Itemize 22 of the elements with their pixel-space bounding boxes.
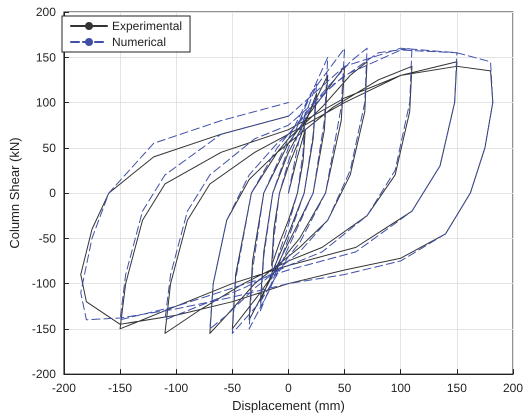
x-tick-label: -100 bbox=[164, 381, 189, 396]
y-tick-label: 150 bbox=[36, 50, 56, 64]
y-tick-label: 50 bbox=[42, 140, 56, 155]
y-tick-label: 100 bbox=[36, 96, 56, 110]
x-tick-label: 200 bbox=[502, 381, 524, 396]
x-tick-label: -50 bbox=[224, 381, 242, 396]
y-tick-label: -200 bbox=[32, 367, 56, 382]
x-axis-title: Displacement (mm) bbox=[232, 398, 345, 413]
y-tick-label: -100 bbox=[32, 276, 56, 291]
x-tick-label: 150 bbox=[446, 381, 468, 396]
x-tick-label: 0 bbox=[285, 381, 292, 396]
legend-label: Numerical bbox=[112, 35, 166, 49]
x-tick-label: 50 bbox=[338, 381, 352, 396]
x-tick-label: -200 bbox=[52, 381, 76, 396]
y-tick-label: 0 bbox=[49, 186, 56, 200]
y-tick-label: 200 bbox=[36, 5, 56, 19]
y-tick-label: -50 bbox=[38, 231, 56, 246]
y-axis-title: Column Shear (kN) bbox=[7, 137, 22, 249]
legend-label: Experimental bbox=[112, 19, 182, 33]
y-tick-label: -150 bbox=[32, 322, 56, 336]
x-tick-label: -150 bbox=[108, 381, 132, 396]
x-tick-label: 100 bbox=[390, 381, 412, 396]
